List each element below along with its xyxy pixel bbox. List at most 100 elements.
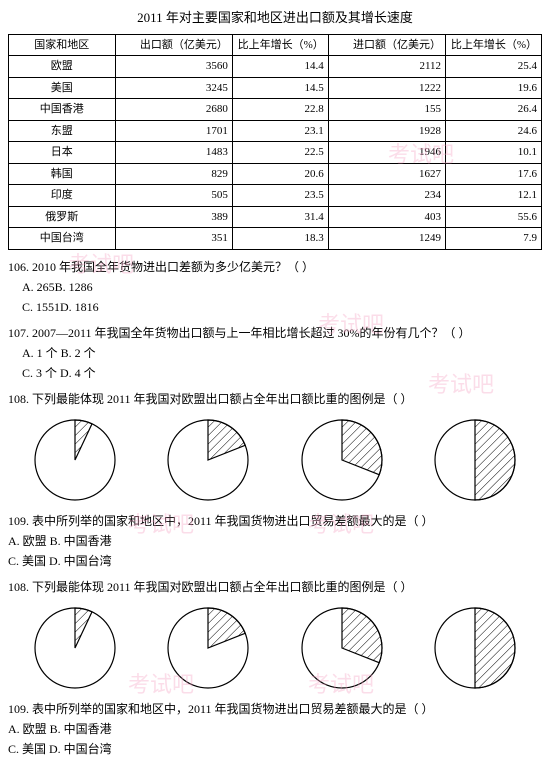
col-header: 比上年增长（%） xyxy=(446,34,542,56)
table-cell: 22.8 xyxy=(232,99,328,121)
table-cell: 3560 xyxy=(115,56,232,78)
option-line: C. 美国 D. 中国台湾 xyxy=(8,552,542,570)
table-cell: 1222 xyxy=(328,77,445,99)
pie-option xyxy=(166,606,250,690)
pie-chart xyxy=(33,606,117,690)
question-109: 109. 表中所列举的国家和地区中，2011 年我国货物进出口贸易差额最大的是（… xyxy=(8,512,542,570)
pie-option xyxy=(33,606,117,690)
table-cell: 1701 xyxy=(115,120,232,142)
table-cell: 7.9 xyxy=(446,228,542,250)
table-cell: 389 xyxy=(115,206,232,228)
question-stem: 109. 表中所列举的国家和地区中，2011 年我国货物进出口贸易差额最大的是（… xyxy=(8,512,542,530)
table-cell: 20.6 xyxy=(232,163,328,185)
table-row: 中国台湾35118.312497.9 xyxy=(9,228,542,250)
option-line: A. 欧盟 B. 中国香港 xyxy=(8,532,542,550)
question-stem: 107. 2007—2011 年我国全年货物出口额与上一年相比增长超过 30%的… xyxy=(8,324,542,342)
table-cell: 东盟 xyxy=(9,120,116,142)
table-cell: 17.6 xyxy=(446,163,542,185)
table-row: 俄罗斯38931.440355.6 xyxy=(9,206,542,228)
question-stem: 106. 2010 年我国全年货物进出口差额为多少亿美元？（ ） xyxy=(8,258,542,276)
table-cell: 美国 xyxy=(9,77,116,99)
table-cell: 23.5 xyxy=(232,185,328,207)
pie-option xyxy=(433,418,517,502)
pie-option xyxy=(433,606,517,690)
option-line: C. 美国 D. 中国台湾 xyxy=(8,740,542,758)
table-row: 欧盟356014.4211225.4 xyxy=(9,56,542,78)
table-row: 中国香港268022.815526.4 xyxy=(9,99,542,121)
table-cell: 19.6 xyxy=(446,77,542,99)
table-cell: 18.3 xyxy=(232,228,328,250)
pie-chart xyxy=(300,606,384,690)
pie-chart xyxy=(166,418,250,502)
table-cell: 欧盟 xyxy=(9,56,116,78)
table-header-row: 国家和地区 出口额（亿美元） 比上年增长（%） 进口额（亿美元） 比上年增长（%… xyxy=(9,34,542,56)
question-stem: 108. 下列最能体现 2011 年我国对欧盟出口额占全年出口额比重的图例是（ … xyxy=(8,578,542,596)
col-header: 出口额（亿美元） xyxy=(115,34,232,56)
table-cell: 14.4 xyxy=(232,56,328,78)
table-cell: 1627 xyxy=(328,163,445,185)
table-cell: 2112 xyxy=(328,56,445,78)
table-cell: 31.4 xyxy=(232,206,328,228)
table-cell: 403 xyxy=(328,206,445,228)
table-cell: 155 xyxy=(328,99,445,121)
data-table: 国家和地区 出口额（亿美元） 比上年增长（%） 进口额（亿美元） 比上年增长（%… xyxy=(8,34,542,250)
pie-option xyxy=(33,418,117,502)
table-cell: 1249 xyxy=(328,228,445,250)
table-cell: 印度 xyxy=(9,185,116,207)
table-row: 印度50523.523412.1 xyxy=(9,185,542,207)
table-cell: 1928 xyxy=(328,120,445,142)
table-row: 韩国82920.6162717.6 xyxy=(9,163,542,185)
pie-option xyxy=(300,606,384,690)
option-line: C. 1551D. 1816 xyxy=(22,298,542,316)
col-header: 国家和地区 xyxy=(9,34,116,56)
table-cell: 26.4 xyxy=(446,99,542,121)
table-cell: 韩国 xyxy=(9,163,116,185)
option-line: C. 3 个 D. 4 个 xyxy=(22,364,542,382)
table-cell: 505 xyxy=(115,185,232,207)
table-row: 东盟170123.1192824.6 xyxy=(9,120,542,142)
question-stem: 109. 表中所列举的国家和地区中，2011 年我国货物进出口贸易差额最大的是（… xyxy=(8,700,542,718)
question-108b: 108. 下列最能体现 2011 年我国对欧盟出口额占全年出口额比重的图例是（ … xyxy=(8,578,542,596)
table-row: 美国324514.5122219.6 xyxy=(9,77,542,99)
pie-chart xyxy=(300,418,384,502)
pie-row xyxy=(8,418,542,502)
table-cell: 中国香港 xyxy=(9,99,116,121)
table-cell: 829 xyxy=(115,163,232,185)
pie-chart xyxy=(433,418,517,502)
pie-chart xyxy=(166,606,250,690)
table-cell: 3245 xyxy=(115,77,232,99)
table-title: 2011 年对主要国家和地区进出口额及其增长速度 xyxy=(8,8,542,28)
pie-chart xyxy=(33,418,117,502)
table-cell: 23.1 xyxy=(232,120,328,142)
pie-row xyxy=(8,606,542,690)
table-cell: 25.4 xyxy=(446,56,542,78)
table-cell: 2680 xyxy=(115,99,232,121)
table-cell: 22.5 xyxy=(232,142,328,164)
pie-chart xyxy=(433,606,517,690)
table-cell: 234 xyxy=(328,185,445,207)
table-cell: 中国台湾 xyxy=(9,228,116,250)
question-108: 108. 下列最能体现 2011 年我国对欧盟出口额占全年出口额比重的图例是（ … xyxy=(8,390,542,408)
option-line: A. 1 个 B. 2 个 xyxy=(22,344,542,362)
question-109b: 109. 表中所列举的国家和地区中，2011 年我国货物进出口贸易差额最大的是（… xyxy=(8,700,542,758)
option-line: A. 欧盟 B. 中国香港 xyxy=(8,720,542,738)
option-line: A. 265B. 1286 xyxy=(22,278,542,296)
table-cell: 14.5 xyxy=(232,77,328,99)
table-cell: 1483 xyxy=(115,142,232,164)
table-cell: 1946 xyxy=(328,142,445,164)
table-cell: 12.1 xyxy=(446,185,542,207)
table-cell: 24.6 xyxy=(446,120,542,142)
col-header: 比上年增长（%） xyxy=(232,34,328,56)
table-row: 日本148322.5194610.1 xyxy=(9,142,542,164)
pie-option xyxy=(166,418,250,502)
pie-option xyxy=(300,418,384,502)
question-106: 106. 2010 年我国全年货物进出口差额为多少亿美元？（ ） A. 265B… xyxy=(8,258,542,316)
table-cell: 351 xyxy=(115,228,232,250)
table-cell: 55.6 xyxy=(446,206,542,228)
table-cell: 俄罗斯 xyxy=(9,206,116,228)
question-107: 107. 2007—2011 年我国全年货物出口额与上一年相比增长超过 30%的… xyxy=(8,324,542,382)
table-cell: 10.1 xyxy=(446,142,542,164)
question-stem: 108. 下列最能体现 2011 年我国对欧盟出口额占全年出口额比重的图例是（ … xyxy=(8,390,542,408)
table-cell: 日本 xyxy=(9,142,116,164)
col-header: 进口额（亿美元） xyxy=(328,34,445,56)
